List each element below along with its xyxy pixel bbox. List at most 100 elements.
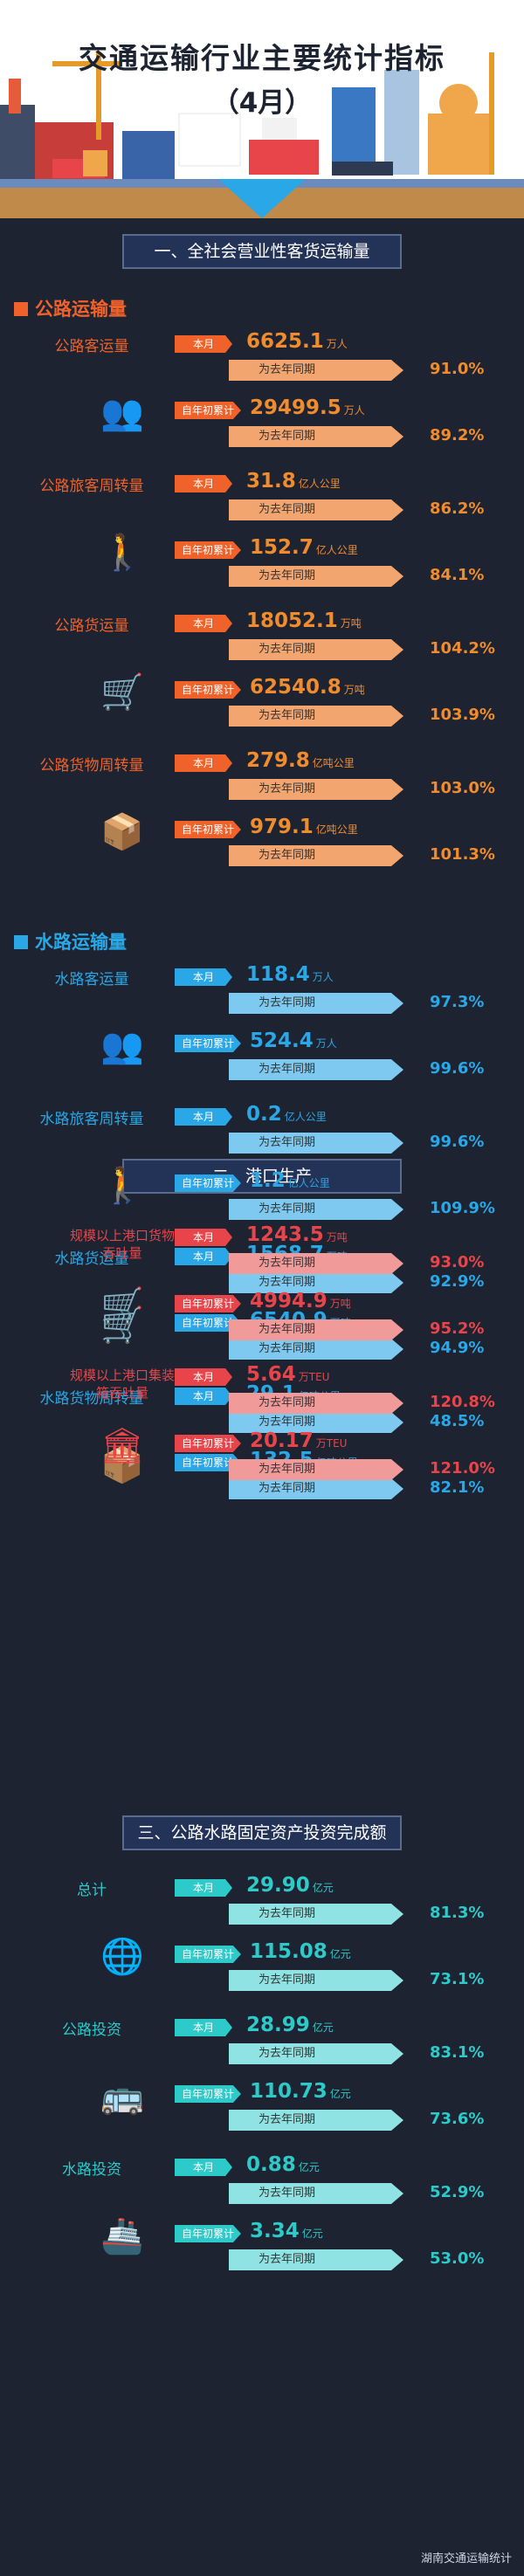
- ytd-yoy-bar: 为去年同期: [229, 566, 403, 587]
- freight-cart-icon: 🛒: [100, 1305, 144, 1346]
- month-yoy-label: 为去年同期: [259, 782, 316, 796]
- month-value: 18052.1 万吨: [246, 610, 362, 632]
- ytd-yoy-bar: 为去年同期: [229, 1459, 403, 1480]
- ytd-yoy-label: 为去年同期: [259, 1463, 316, 1476]
- ytd-yoy-bar: 为去年同期: [229, 2110, 403, 2131]
- freight-turnover-icon: 📦: [100, 1445, 144, 1485]
- month-value: 0.88 亿元: [246, 2153, 320, 2176]
- ytd-value-unit: 亿人公里: [287, 1177, 330, 1189]
- metric-name: 水路旅客周转量: [39, 1111, 144, 1128]
- month-value-unit: 亿元: [298, 2161, 320, 2173]
- ytd-yoy-bar: 为去年同期: [229, 426, 403, 447]
- ytd-value-unit: 亿吨公里: [315, 823, 358, 836]
- month-chip: 本月: [175, 1368, 232, 1386]
- ytd-value-number: 1.2: [250, 1169, 286, 1192]
- ytd-value-unit: 万人: [315, 1037, 337, 1050]
- month-yoy-bar: 为去年同期: [229, 1253, 403, 1274]
- ytd-value: 1.2 亿人公里: [250, 1169, 330, 1192]
- ytd-yoy-bar: 为去年同期: [229, 706, 403, 727]
- month-yoy-label: 为去年同期: [259, 1276, 316, 1289]
- metric-name: 水路货运量: [54, 1250, 129, 1268]
- section-banner: 三、公路水路固定资产投资完成额: [122, 1815, 402, 1850]
- ytd-yoy-percent: 99.6%: [430, 1059, 485, 1078]
- metric-name: 总计: [77, 1882, 107, 1899]
- month-value-number: 28.99: [246, 2014, 310, 2036]
- ytd-value-number: 979.1: [250, 816, 314, 838]
- ytd-yoy-percent: 89.2%: [430, 426, 485, 444]
- passenger-icon: 👥: [100, 1026, 144, 1066]
- ytd-yoy-label: 为去年同期: [259, 1342, 316, 1355]
- group-heading-marker: [14, 302, 28, 316]
- month-chip: 本月: [175, 1879, 232, 1897]
- ytd-value: 110.73 亿元: [250, 2080, 351, 2103]
- month-chip: 本月: [175, 754, 232, 772]
- month-value-unit: 亿人公里: [284, 1111, 327, 1123]
- ytd-chip: 自年初累计: [175, 1295, 241, 1312]
- month-chip: 本月: [175, 1229, 232, 1246]
- ytd-yoy-bar: 为去年同期: [229, 845, 403, 866]
- ytd-yoy-label: 为去年同期: [259, 849, 316, 862]
- month-value: 0.2 亿人公里: [246, 1103, 327, 1126]
- metric-block: 公路货运量 🛒 本月 18052.1 万吨 为去年同期 104.2% 自年初累计 62540.8…: [0, 610, 524, 737]
- month-yoy-percent: 52.9%: [430, 2183, 485, 2201]
- ytd-yoy-label: 为去年同期: [259, 1323, 316, 1336]
- month-chip: 本月: [175, 335, 232, 353]
- month-yoy-label: 为去年同期: [259, 1415, 316, 1429]
- month-yoy-label: 为去年同期: [259, 503, 316, 516]
- month-value: 29.90 亿元: [246, 1874, 334, 1897]
- ytd-yoy-bar: 为去年同期: [229, 1199, 403, 1220]
- month-value: 279.8 亿吨公里: [246, 749, 355, 772]
- ytd-value-unit: 亿人公里: [315, 544, 358, 556]
- month-yoy-label: 为去年同期: [259, 1257, 316, 1270]
- month-yoy-label: 为去年同期: [259, 2187, 316, 2200]
- month-yoy-label: 为去年同期: [259, 643, 316, 656]
- ytd-yoy-label: 为去年同期: [259, 1202, 316, 1216]
- header-illustration: 交通运输行业主要统计指标 （4月）: [0, 0, 524, 218]
- ytd-yoy-percent: 84.1%: [430, 566, 485, 584]
- month-yoy-percent: 97.3%: [430, 993, 485, 1011]
- month-chip: 本月: [175, 2019, 232, 2036]
- month-yoy-bar: 为去年同期: [229, 499, 403, 520]
- ytd-yoy-percent: 109.9%: [430, 1199, 495, 1217]
- month-value-number: 1243.5: [246, 1223, 324, 1246]
- month-yoy-label: 为去年同期: [259, 363, 316, 376]
- month-value: 5.64 万TEU: [246, 1363, 329, 1386]
- month-value-number: 6625.1: [246, 330, 324, 353]
- month-yoy-percent: 81.3%: [430, 1904, 485, 1922]
- ytd-value: 20.17 万TEU: [250, 1429, 347, 1452]
- month-yoy-bar: 为去年同期: [229, 639, 403, 660]
- ytd-yoy-label: 为去年同期: [259, 1063, 316, 1076]
- globe-icon: 🌐: [100, 1937, 144, 1977]
- passenger-turnover-icon: 🚶: [100, 1166, 144, 1206]
- metric-block: 规模以上港口货物吞吐量 🛒 本月 1243.5 万吨 为去年同期 93.0% 自年初累计 499…: [0, 1223, 524, 1351]
- ytd-yoy-label: 为去年同期: [259, 2113, 316, 2126]
- month-yoy-bar: 为去年同期: [229, 1904, 403, 1925]
- month-yoy-percent: 103.0%: [430, 779, 495, 797]
- metric-name: 公路投资: [62, 2022, 121, 2039]
- month-value-number: 0.88: [246, 2153, 296, 2176]
- month-chip: 本月: [175, 1248, 232, 1265]
- month-chip: 本月: [175, 615, 232, 632]
- ytd-value-unit: 万吨: [343, 684, 365, 696]
- month-yoy-label: 为去年同期: [259, 2047, 316, 2060]
- month-yoy-percent: 93.0%: [430, 1253, 485, 1271]
- month-value-number: 5.64: [246, 1363, 296, 1386]
- metric-block: 公路货物周转量 📦 本月 279.8 亿吨公里 为去年同期 103.0% 自年初累计 979.1…: [0, 749, 524, 877]
- ytd-yoy-percent: 73.6%: [430, 2110, 485, 2128]
- month-yoy-percent: 91.0%: [430, 360, 485, 378]
- passenger-turnover-icon: 🚶: [100, 533, 144, 573]
- month-yoy-bar: 为去年同期: [229, 1272, 403, 1293]
- month-value-unit: 万吨: [326, 1231, 348, 1243]
- month-value-unit: 亿元: [312, 1882, 334, 1894]
- ytd-chip: 自年初累计: [175, 1174, 241, 1192]
- ytd-value-unit: 万TEU: [315, 1437, 348, 1450]
- ytd-value-number: 3.34: [250, 2220, 300, 2242]
- month-yoy-percent: 120.8%: [430, 1393, 495, 1411]
- ytd-yoy-bar: 为去年同期: [229, 1970, 403, 1991]
- ytd-value-number: 152.7: [250, 536, 314, 559]
- ytd-yoy-percent: 103.9%: [430, 706, 495, 724]
- ytd-chip: 自年初累计: [175, 1435, 241, 1452]
- ytd-yoy-bar: 为去年同期: [229, 2249, 403, 2270]
- ytd-chip: 自年初累计: [175, 681, 241, 699]
- month-value: 1243.5 万吨: [246, 1223, 348, 1246]
